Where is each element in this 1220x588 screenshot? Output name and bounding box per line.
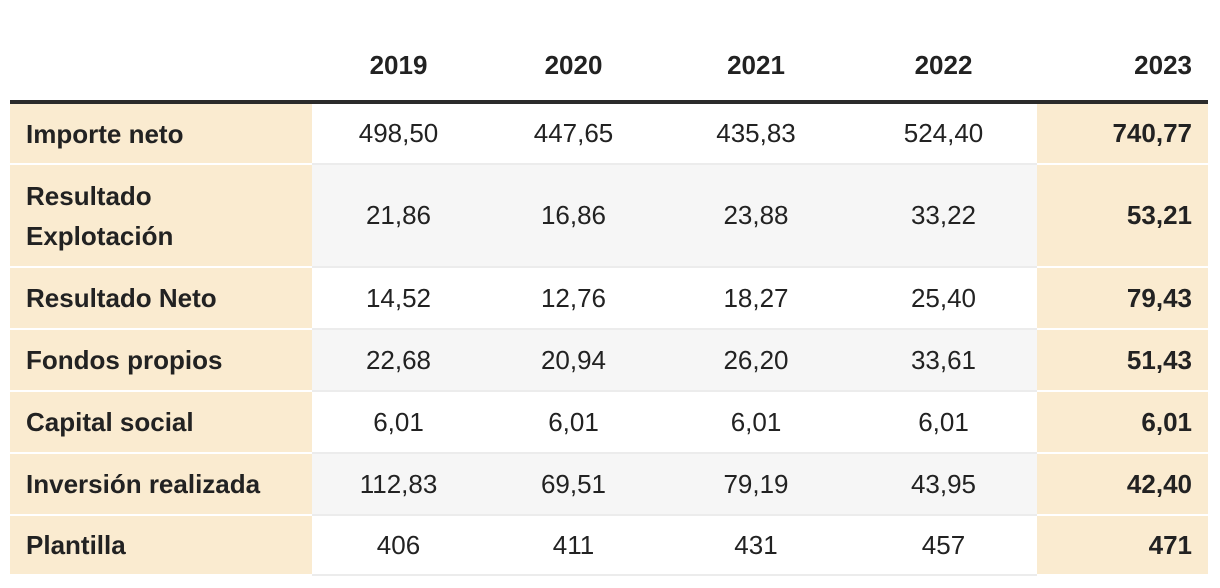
value-cell: 6,01 xyxy=(850,391,1037,454)
value-cell: 411 xyxy=(485,515,662,576)
year-header: 2021 xyxy=(727,49,785,80)
value-cell: 23,88 xyxy=(662,164,850,268)
value-cell: 435,83 xyxy=(662,102,850,165)
row-label: Fondos propios xyxy=(26,345,223,375)
row-label-cell: Fondos propios xyxy=(10,329,312,392)
year-header: 2020 xyxy=(544,49,603,80)
value-cell: 69,51 xyxy=(485,453,662,516)
row-label: Inversión realizada xyxy=(26,469,261,499)
value-cell: 16,86 xyxy=(485,164,662,268)
row-label-cell: Importe neto xyxy=(10,102,312,165)
value-cell: 18,27 xyxy=(662,267,850,330)
value-cell: 79,19 xyxy=(662,453,850,516)
row-label: Importe neto xyxy=(26,118,184,149)
value-cell: 79,43 xyxy=(1037,267,1208,330)
value-cell: 14,52 xyxy=(312,267,485,330)
table-body: Importe neto 498,50 447,65 435,83 524,40 740,… xyxy=(10,102,1208,576)
value-cell: 740,77 xyxy=(1037,102,1208,165)
value-cell: 431 xyxy=(662,515,850,576)
table-row: Resultado Neto 14,52 12,76 18,27 25,40 79,43 xyxy=(10,267,1208,330)
table-row: Capital social 6,01 6,01 6,01 6,01 6,01 xyxy=(10,391,1208,454)
value-cell: 20,94 xyxy=(485,329,662,392)
value-cell: 25,40 xyxy=(850,267,1037,330)
table-row: Fondos propios 22,68 20,94 26,20 33,61 51,43 xyxy=(10,329,1208,392)
row-label-cell: Resultado Explotación xyxy=(10,164,312,268)
table-row: Importe neto 498,50 447,65 435,83 524,40 740,… xyxy=(10,102,1208,165)
value-cell: 112,83 xyxy=(312,453,485,516)
value-cell: 406 xyxy=(312,515,485,576)
value-cell: 6,01 xyxy=(662,391,850,454)
row-label: Resultado Neto xyxy=(26,283,217,313)
value-cell: 43,95 xyxy=(850,453,1037,516)
table-row: Inversión realizada 112,83 69,51 79,19 43,95… xyxy=(10,453,1208,516)
table-header: 2019 2020 2021 2022 2023 xyxy=(10,0,1208,102)
value-cell: 6,01 xyxy=(1037,391,1208,454)
row-label-cell: Inversión realizada xyxy=(10,453,312,516)
value-cell: 471 xyxy=(1037,515,1208,576)
value-cell: 42,40 xyxy=(1037,453,1208,516)
value-cell: 6,01 xyxy=(312,391,485,454)
row-label-cell: Capital social xyxy=(10,391,312,454)
header-row: 2019 2020 2021 2022 2023 xyxy=(10,0,1208,102)
year-header: 2022 xyxy=(914,49,973,80)
value-cell: 457 xyxy=(850,515,1037,576)
value-cell: 6,01 xyxy=(485,391,662,454)
value-cell: 51,43 xyxy=(1037,329,1208,392)
value-cell: 524,40 xyxy=(850,102,1037,165)
value-cell: 26,20 xyxy=(662,329,850,392)
row-label-cell: Plantilla xyxy=(10,515,312,576)
value-cell: 33,22 xyxy=(850,164,1037,268)
row-label: Plantilla xyxy=(26,530,126,560)
value-cell: 447,65 xyxy=(485,102,662,165)
value-cell: 12,76 xyxy=(485,267,662,330)
value-cell: 22,68 xyxy=(312,329,485,392)
value-cell: 498,50 xyxy=(312,102,485,165)
row-label: Capital social xyxy=(26,407,194,437)
value-cell: 53,21 xyxy=(1037,164,1208,268)
data-table: 2019 2020 2021 2022 2023 Importe neto 498,50 4… xyxy=(10,0,1208,576)
table-row: Resultado Explotación 21,86 16,86 23,88 33,2… xyxy=(10,164,1208,268)
year-header: 2019 xyxy=(369,49,428,80)
row-label: Resultado Explotación xyxy=(26,180,174,251)
header-corner xyxy=(10,0,312,102)
value-cell: 33,61 xyxy=(850,329,1037,392)
table-row: Plantilla 406 411 431 457 471 xyxy=(10,515,1208,576)
row-label-cell: Resultado Neto xyxy=(10,267,312,330)
value-cell: 21,86 xyxy=(312,164,485,268)
year-header: 2023 xyxy=(1134,49,1192,80)
